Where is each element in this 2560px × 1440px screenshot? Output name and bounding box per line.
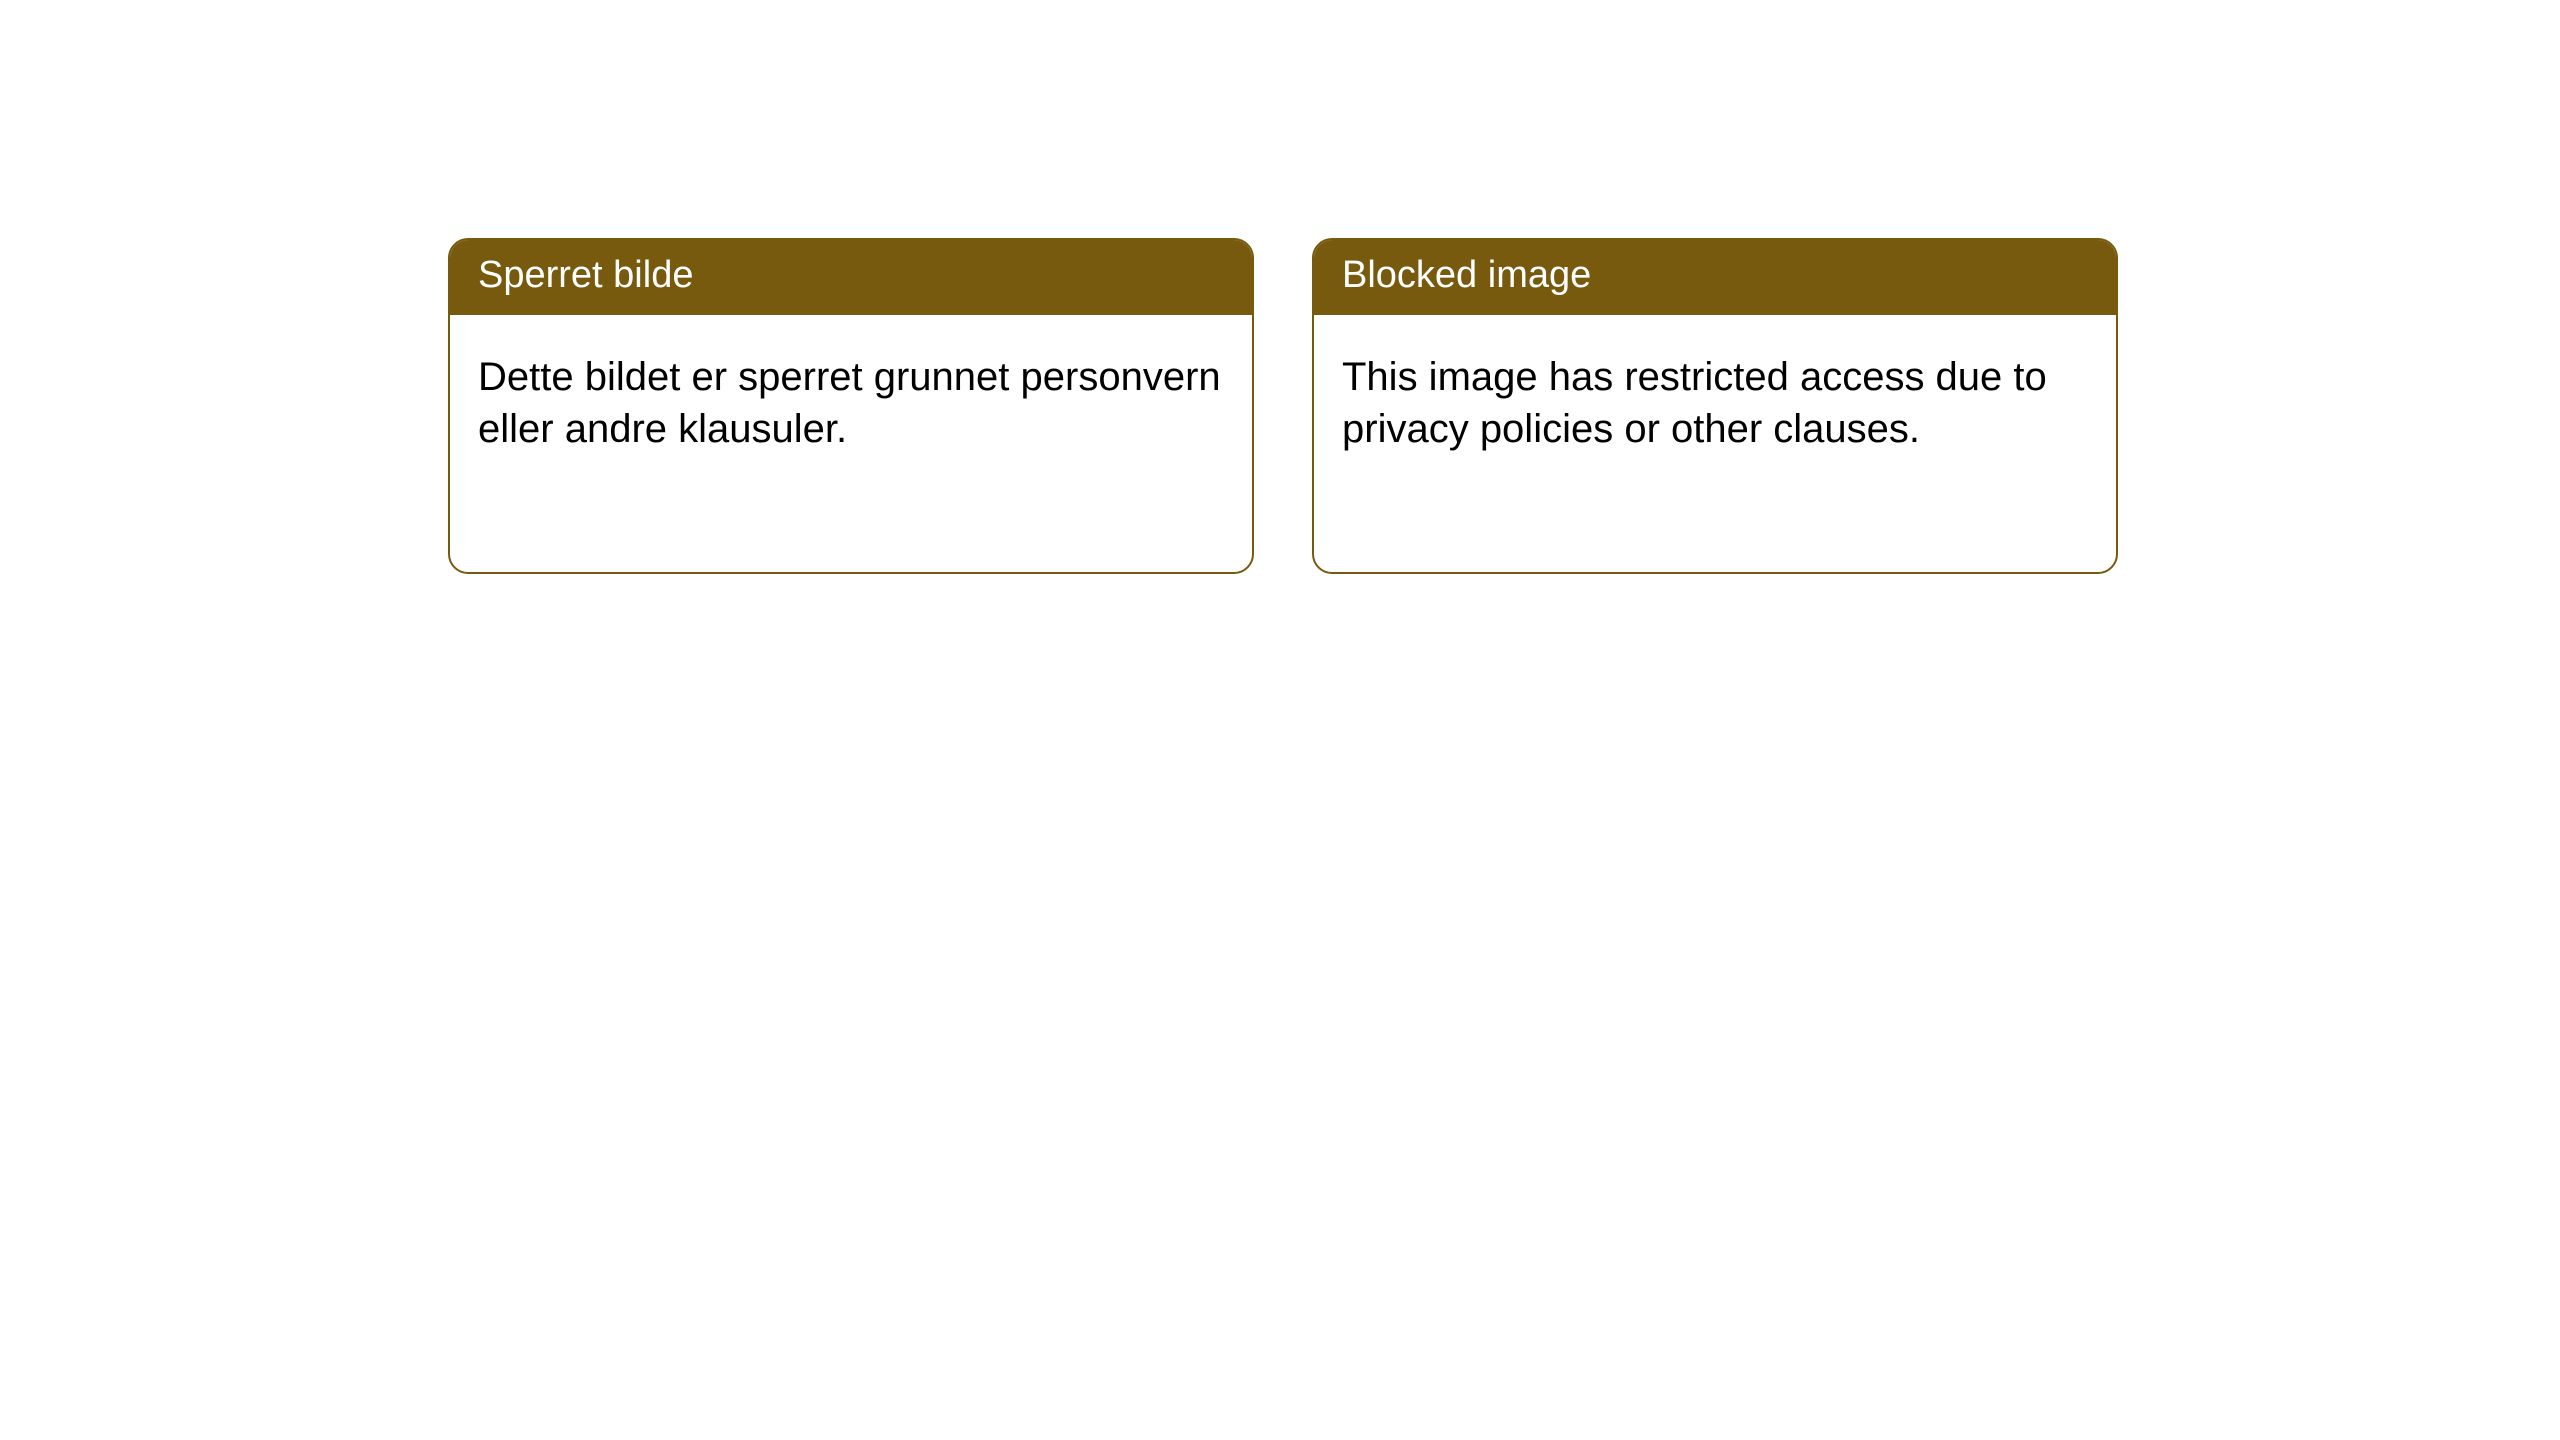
blocked-image-card-en: Blocked image This image has restricted … bbox=[1312, 238, 2118, 574]
card-body-en: This image has restricted access due to … bbox=[1314, 315, 2116, 491]
card-body-no: Dette bildet er sperret grunnet personve… bbox=[450, 315, 1252, 491]
blocked-image-cards: Sperret bilde Dette bildet er sperret gr… bbox=[448, 238, 2560, 574]
card-title-en: Blocked image bbox=[1314, 240, 2116, 315]
card-title-no: Sperret bilde bbox=[450, 240, 1252, 315]
blocked-image-card-no: Sperret bilde Dette bildet er sperret gr… bbox=[448, 238, 1254, 574]
